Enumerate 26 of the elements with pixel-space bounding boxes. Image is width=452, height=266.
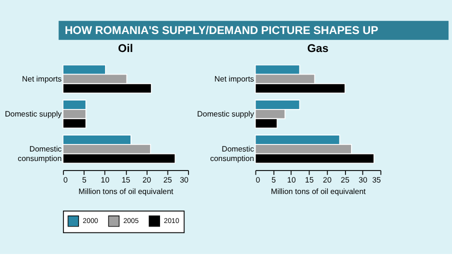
x-tick-label: 20 <box>322 176 332 185</box>
x-tick-label: 25 <box>340 176 350 185</box>
x-axis-title: Million tons of oil equivalent <box>78 186 174 196</box>
text: HOW ROMANIA'S SUPPLY/DEMAND PICTURE SHAPES UP <box>64 24 379 37</box>
x-tick-label: 30 <box>180 176 188 185</box>
chart-title: Gas <box>307 42 328 55</box>
x-tick-label: 15 <box>305 176 314 185</box>
x-tick-label: 30 <box>358 176 368 185</box>
x-tick-label: 10 <box>287 176 296 185</box>
x-tick-label: 0 <box>256 176 260 185</box>
x-tick-label: 10 <box>100 176 110 185</box>
x-axis-title: Million tons of oil equivalent <box>270 186 367 196</box>
x-tick-label: 35 <box>372 176 381 185</box>
x-tick-label: 15 <box>122 176 130 185</box>
x-tick-label: 20 <box>142 176 152 185</box>
y-tick-label: Domestic consumption <box>18 144 62 164</box>
y-tick-label: Domestic supply <box>197 110 254 119</box>
y-tick-label: Domestic consumption <box>210 144 254 164</box>
x-tick-label: 0 <box>63 176 68 185</box>
x-tick-label: 25 <box>163 176 172 185</box>
y-tick-label: Net imports <box>22 74 62 84</box>
x-tick-label: 5 <box>82 176 86 185</box>
chart-subtitle: Oil <box>118 42 133 55</box>
x-tick-label: 5 <box>271 176 276 185</box>
y-tick-label: Net imports <box>214 74 254 84</box>
y-tick-label: Domestic supply <box>4 110 62 119</box>
